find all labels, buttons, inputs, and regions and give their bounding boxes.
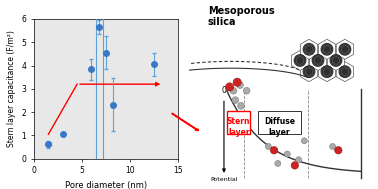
Text: Potential: Potential (210, 177, 238, 182)
Text: Diffuse
layer: Diffuse layer (264, 117, 295, 137)
Circle shape (330, 143, 336, 149)
Circle shape (233, 78, 241, 86)
Circle shape (275, 160, 281, 167)
Circle shape (302, 65, 315, 78)
Text: Mesoporous
silica: Mesoporous silica (208, 6, 274, 27)
X-axis label: Pore diameter (nm): Pore diameter (nm) (65, 181, 147, 189)
Circle shape (311, 54, 324, 67)
Circle shape (335, 146, 342, 154)
Text: Stern
layer: Stern layer (227, 117, 251, 137)
Y-axis label: Stern layer capacitance (F/m²): Stern layer capacitance (F/m²) (7, 30, 16, 147)
Circle shape (230, 87, 237, 94)
Circle shape (243, 87, 250, 94)
Circle shape (338, 65, 351, 78)
Text: 0: 0 (222, 86, 226, 95)
Circle shape (265, 143, 271, 149)
Circle shape (321, 65, 333, 78)
Circle shape (296, 157, 302, 163)
Circle shape (330, 54, 342, 67)
Circle shape (302, 43, 315, 56)
FancyBboxPatch shape (258, 111, 301, 134)
Circle shape (301, 138, 307, 144)
Circle shape (284, 151, 290, 157)
Circle shape (232, 97, 239, 104)
FancyBboxPatch shape (227, 111, 250, 134)
Circle shape (321, 43, 333, 56)
Circle shape (338, 43, 351, 56)
Circle shape (291, 162, 299, 169)
Circle shape (225, 83, 234, 91)
Circle shape (294, 54, 307, 67)
Circle shape (237, 102, 244, 109)
Circle shape (237, 82, 243, 88)
Circle shape (270, 146, 278, 154)
